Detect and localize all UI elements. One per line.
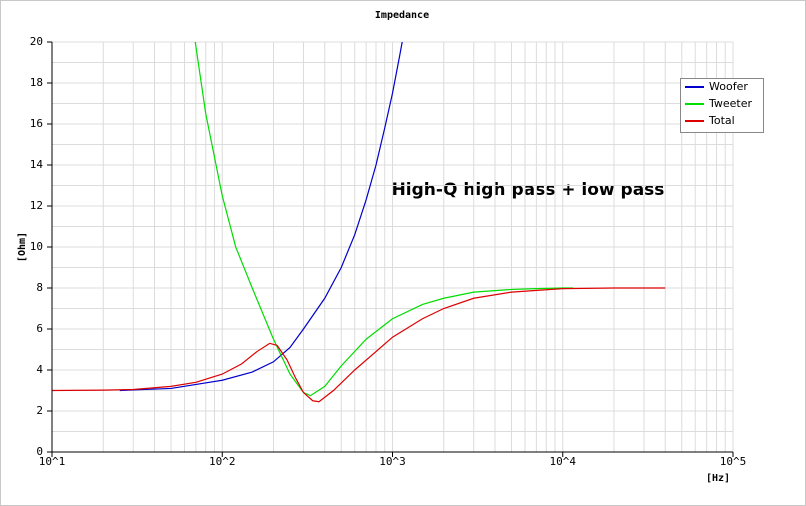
legend-label: Tweeter <box>708 97 753 110</box>
chart-title: Impedance <box>375 10 429 21</box>
legend-label: Total <box>708 114 735 127</box>
y-tick-label: 10 <box>30 240 43 253</box>
series-line <box>119 42 403 392</box>
x-tick-label: 10^5 <box>720 455 747 468</box>
x-tick-label: 10^3 <box>379 455 406 468</box>
annotation: High-Q high pass + low pass <box>392 180 665 200</box>
x-axis-label: [Hz] <box>706 473 730 484</box>
series-line <box>194 42 574 397</box>
y-tick-label: 12 <box>30 199 43 212</box>
x-tick-label: 10^2 <box>209 455 236 468</box>
axes: 10^1 10^2 10^3 10^4 10^5 0 2 4 6 8 10 12 14 16 18 20 <box>30 35 747 468</box>
y-axis-label: [Ohm] <box>17 232 28 262</box>
y-tick-label: 18 <box>30 76 43 89</box>
legend: Woofer Tweeter Total <box>680 78 764 133</box>
series-line <box>52 287 666 403</box>
legend-label: Woofer <box>709 80 748 93</box>
y-tick-label: 2 <box>36 404 43 417</box>
y-tick-label: 8 <box>36 281 43 294</box>
y-tick-label: 0 <box>36 445 43 458</box>
x-tick-label: 10^4 <box>550 455 577 468</box>
y-tick-label: 16 <box>30 117 43 130</box>
x-tick-label: 10^1 <box>39 455 66 468</box>
y-tick-label: 4 <box>36 363 43 376</box>
plot-lines <box>52 42 666 403</box>
y-tick-label: 20 <box>30 35 43 48</box>
y-tick-label: 6 <box>36 322 43 335</box>
grid <box>51 41 734 453</box>
y-tick-label: 14 <box>30 158 44 171</box>
